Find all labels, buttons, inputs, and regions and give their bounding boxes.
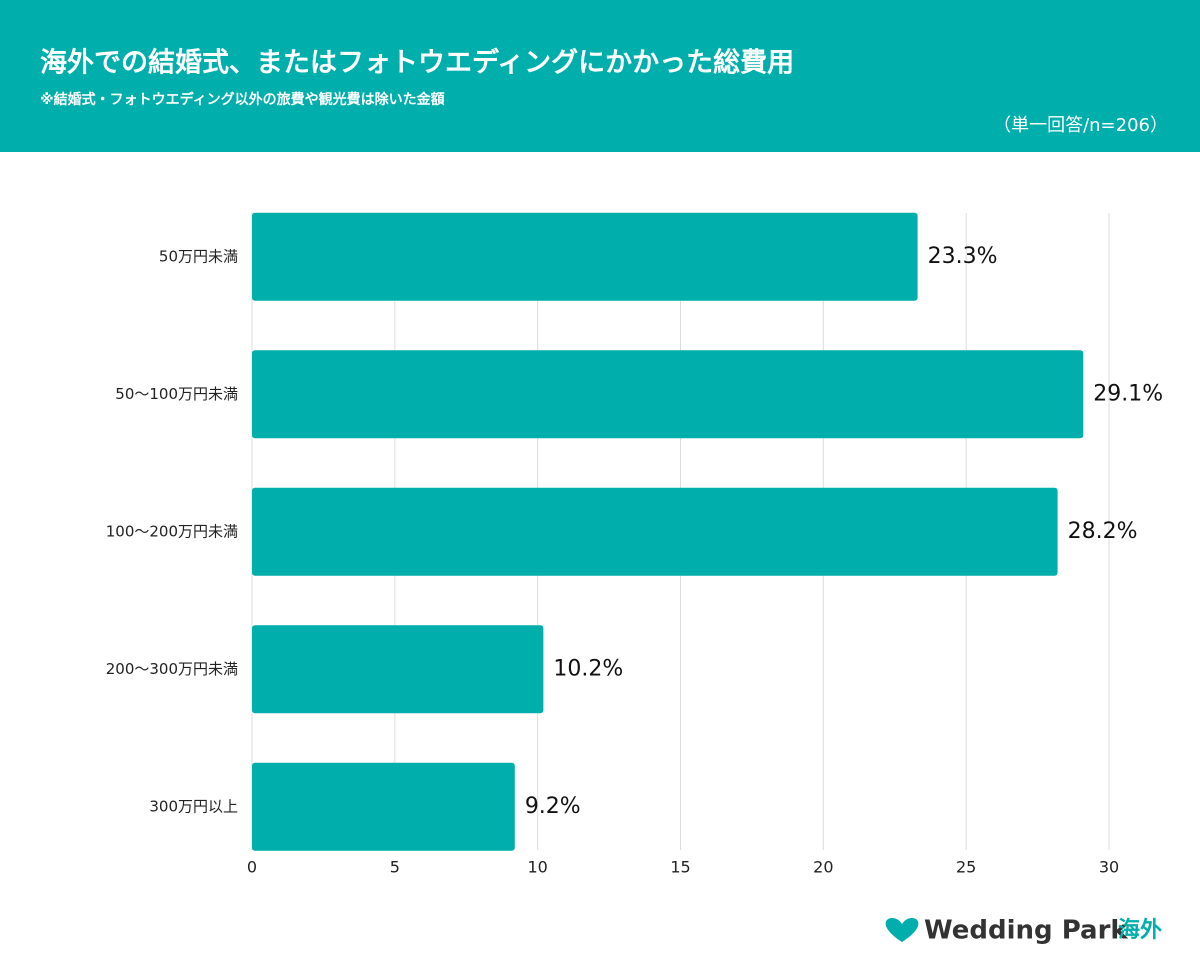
chart-title: 海外での結婚式、またはフォトウエディングにかかった総費用 [40,47,794,79]
y-tick-label: 50～100万円未満 [115,385,238,403]
value-label: 29.1% [1093,381,1163,406]
bar [252,487,1058,576]
header-band [0,0,1200,152]
logo-heart [885,918,919,942]
y-tick-label: 50万円未満 [159,247,238,265]
x-tick-label: 30 [1099,858,1119,877]
x-tick-label: 15 [670,858,690,877]
note: （単一回答/n=206） [993,115,1168,136]
logo-text: Wedding Park [924,916,1128,946]
value-label: 28.2% [1068,519,1138,544]
logo: Wedding Park 海外 [885,916,1162,946]
y-tick-label: 300万円以上 [149,797,238,815]
bar [252,762,515,851]
y-tick-label: 200～300万円未満 [106,660,238,678]
x-tick-label: 5 [390,858,400,877]
bar [252,212,918,301]
bar [252,625,544,714]
x-tick-label: 25 [956,858,976,877]
value-label: 10.2% [553,656,623,681]
value-label: 23.3% [928,244,998,269]
y-tick-label: 100～200万円未満 [106,522,238,540]
x-tick-label: 0 [247,858,257,877]
value-label: 9.2% [525,794,581,819]
bar [252,350,1084,439]
x-tick-label: 20 [813,858,833,877]
logo-suffix: 海外 [1118,917,1162,943]
chart-subtitle: ※結婚式・フォトウエディング以外の旅費や観光費は除いた金額 [40,91,445,108]
x-tick-label: 10 [527,858,547,877]
